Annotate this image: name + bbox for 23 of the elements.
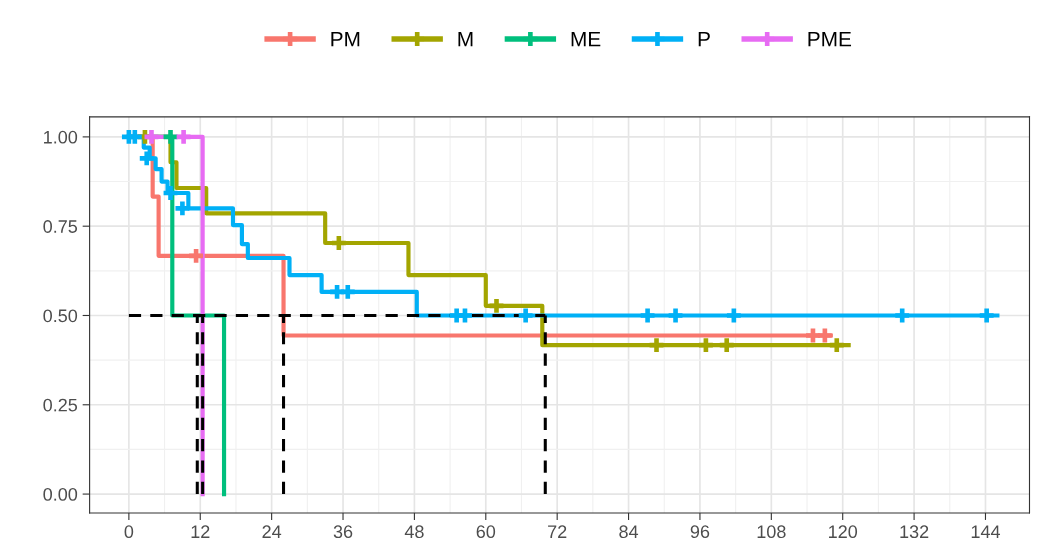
y-tick-label: 0.50	[43, 309, 78, 323]
x-tick-label: 84	[619, 525, 639, 539]
x-tick-label: 12	[191, 525, 210, 538]
legend-label: PME	[808, 31, 852, 47]
x-tick-label: 72	[548, 525, 567, 538]
x-tick-label: 120	[829, 525, 858, 539]
x-tick-label: 24	[262, 525, 282, 538]
y-tick-label: 1.00	[44, 130, 78, 144]
x-tick-label: 132	[900, 525, 929, 539]
x-tick-label: 0	[124, 525, 134, 539]
x-tick-label: 60	[476, 525, 496, 539]
y-tick-label: 0.75	[43, 220, 78, 233]
legend-label: P	[698, 31, 710, 47]
x-tick-label: 108	[757, 525, 786, 539]
legend-label: M	[458, 31, 473, 47]
legend-label: PM	[331, 31, 360, 47]
x-tick-label: 144	[971, 525, 1001, 538]
legend-label: ME	[571, 31, 601, 47]
x-tick-label: 48	[404, 525, 424, 539]
y-tick-label: 0.00	[43, 488, 78, 501]
x-tick-label: 96	[690, 525, 710, 539]
y-tick-label: 0.25	[43, 398, 78, 412]
x-tick-label: 36	[333, 525, 353, 539]
